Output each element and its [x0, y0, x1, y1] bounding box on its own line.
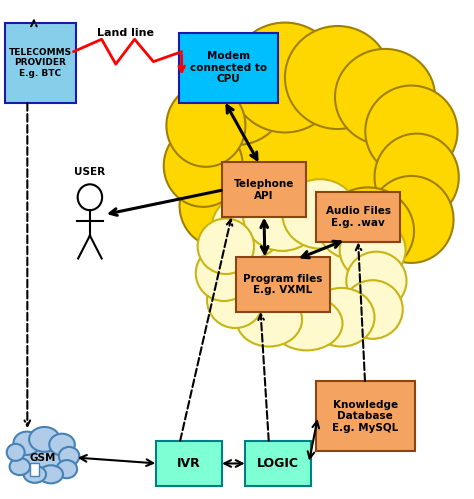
Ellipse shape — [164, 124, 243, 207]
Ellipse shape — [24, 466, 46, 483]
FancyBboxPatch shape — [5, 23, 76, 103]
Ellipse shape — [365, 85, 457, 177]
Ellipse shape — [243, 177, 322, 251]
Ellipse shape — [283, 179, 357, 249]
Ellipse shape — [271, 296, 343, 350]
Ellipse shape — [186, 49, 286, 145]
Ellipse shape — [207, 272, 264, 328]
Ellipse shape — [343, 280, 403, 339]
Ellipse shape — [198, 219, 254, 274]
FancyBboxPatch shape — [316, 381, 414, 451]
FancyBboxPatch shape — [222, 162, 306, 217]
Ellipse shape — [369, 176, 454, 263]
Ellipse shape — [335, 49, 435, 145]
Ellipse shape — [49, 434, 75, 456]
Text: TELECOMMS
PROVIDER
E.g. BTC: TELECOMMS PROVIDER E.g. BTC — [9, 48, 72, 78]
Text: Modem
connected to
CPU: Modem connected to CPU — [190, 51, 267, 84]
Ellipse shape — [285, 26, 390, 129]
Ellipse shape — [229, 22, 340, 132]
Ellipse shape — [180, 165, 259, 247]
Text: Land line: Land line — [97, 27, 154, 37]
Text: GSM: GSM — [30, 453, 56, 463]
Ellipse shape — [322, 188, 414, 274]
Ellipse shape — [203, 91, 414, 229]
Ellipse shape — [13, 432, 40, 455]
Ellipse shape — [340, 219, 406, 281]
FancyBboxPatch shape — [245, 441, 311, 486]
Ellipse shape — [14, 442, 72, 473]
Text: Program files
E.g. VXML: Program files E.g. VXML — [243, 273, 322, 295]
FancyBboxPatch shape — [316, 192, 401, 242]
Ellipse shape — [269, 200, 369, 280]
FancyBboxPatch shape — [30, 463, 39, 477]
Text: IVR: IVR — [177, 457, 201, 470]
Ellipse shape — [220, 194, 313, 274]
Text: USER: USER — [74, 167, 105, 177]
Text: Telephone
API: Telephone API — [234, 179, 294, 201]
Ellipse shape — [39, 465, 63, 484]
Ellipse shape — [346, 251, 407, 310]
Text: LOGIC: LOGIC — [257, 457, 299, 470]
FancyBboxPatch shape — [179, 33, 278, 103]
Ellipse shape — [374, 134, 459, 221]
FancyBboxPatch shape — [156, 441, 222, 486]
Ellipse shape — [59, 447, 79, 466]
Ellipse shape — [236, 292, 302, 346]
Text: Audio Files
E.g. .wav: Audio Files E.g. .wav — [326, 207, 391, 228]
Ellipse shape — [318, 195, 390, 259]
Ellipse shape — [56, 460, 77, 478]
Text: Knowledge
Database
E.g. MySQL: Knowledge Database E.g. MySQL — [332, 400, 398, 433]
Ellipse shape — [9, 458, 30, 475]
Ellipse shape — [224, 223, 374, 316]
Ellipse shape — [29, 427, 60, 452]
Ellipse shape — [196, 246, 252, 301]
Ellipse shape — [309, 288, 374, 346]
Ellipse shape — [7, 444, 25, 461]
FancyBboxPatch shape — [236, 257, 330, 312]
Ellipse shape — [212, 195, 283, 259]
Ellipse shape — [166, 84, 246, 167]
